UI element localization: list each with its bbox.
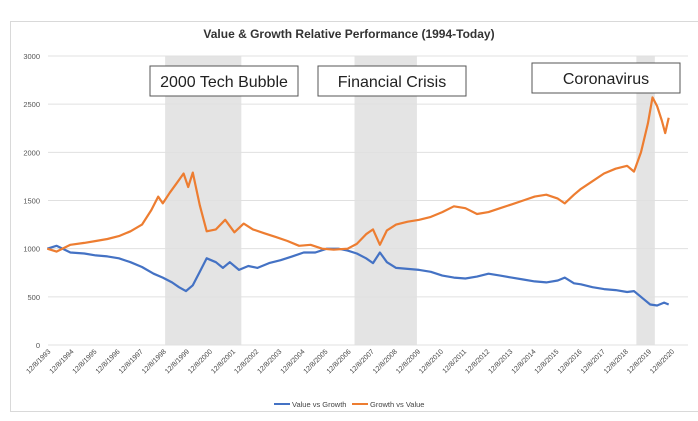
y-tick-label: 1500 <box>23 197 40 206</box>
annotation-label: Coronavirus <box>563 71 649 88</box>
legend-label: Value vs Growth <box>292 400 346 409</box>
y-tick-label: 2500 <box>23 100 40 109</box>
y-tick-label: 500 <box>27 293 40 302</box>
y-tick-label: 1000 <box>23 245 40 254</box>
x-tick-label: 12/8/2010 <box>418 348 445 375</box>
y-tick-label: 3000 <box>23 52 40 61</box>
x-tick-label: 12/8/2020 <box>649 348 676 375</box>
chart-title: Value & Growth Relative Performance (199… <box>203 27 495 41</box>
y-tick-label: 0 <box>36 341 40 350</box>
series-line-value-vs-growth <box>46 244 670 307</box>
annotation-box <box>531 62 681 94</box>
series-line-growth-vs-value <box>46 96 670 253</box>
annotation-box <box>149 65 299 97</box>
annotation-label: 2000 Tech Bubble <box>160 74 288 91</box>
annotation-box <box>317 65 467 97</box>
y-tick-label: 2000 <box>23 148 40 157</box>
annotation-label: Financial Crisis <box>338 74 446 91</box>
legend-label: Growth vs Value <box>370 400 424 409</box>
